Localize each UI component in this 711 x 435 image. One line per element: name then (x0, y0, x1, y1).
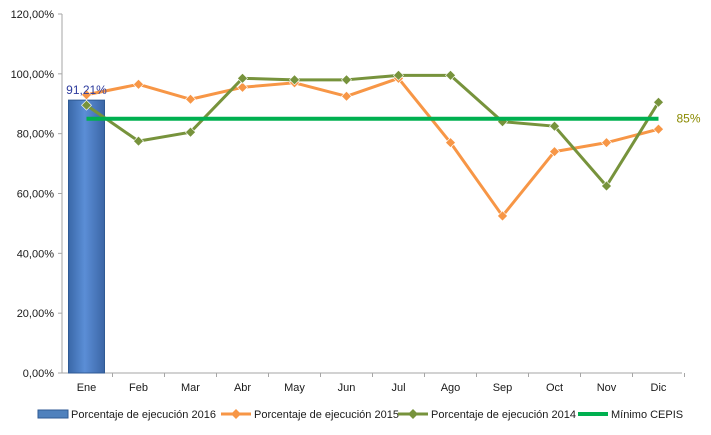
point-nov (601, 137, 612, 149)
point-feb (133, 78, 144, 90)
x-tick-label: Nov (597, 382, 617, 394)
point-jun (341, 74, 352, 86)
legend-label: Porcentaje de ejecución 2016 (71, 409, 216, 421)
x-tick-label: May (284, 382, 305, 394)
point-jun (341, 90, 352, 102)
bar-ene (68, 99, 105, 374)
point-abr (237, 81, 248, 93)
data-label: 91,21% (66, 83, 107, 97)
series-porcentaje-de-ejecucion-2014 (81, 69, 664, 192)
y-tick-label: 0,00% (23, 368, 54, 380)
point-feb (133, 135, 144, 147)
legend-swatch-marker (231, 409, 241, 419)
point-mar (185, 126, 196, 138)
point-ago (445, 137, 456, 149)
point-mar (185, 93, 196, 105)
y-tick-label: 60,00% (17, 189, 55, 201)
series-porcentaje-de-ejecucion-2015 (81, 72, 664, 222)
point-abr (237, 72, 248, 84)
point-ene (81, 89, 92, 101)
x-tick-label: Ago (441, 382, 461, 394)
legend-label: Porcentaje de ejecución 2014 (431, 409, 576, 421)
y-tick-label: 40,00% (17, 248, 55, 260)
x-tick-label: Dic (651, 382, 667, 394)
x-tick-label: Jun (338, 382, 356, 394)
legend-label: Porcentaje de ejecución 2015 (254, 409, 399, 421)
series-line (85, 73, 660, 188)
point-jul (393, 69, 404, 81)
point-sep (497, 210, 508, 222)
x-tick-label: Oct (546, 382, 563, 394)
point-ene (81, 99, 92, 111)
x-tick-label: Sep (493, 382, 513, 394)
x-tick-label: Jul (391, 382, 405, 394)
legend-swatch-bar (37, 409, 69, 419)
point-nov (601, 180, 612, 192)
data-label: 85% (677, 112, 701, 126)
x-tick-label: Mar (181, 382, 200, 394)
point-may (289, 74, 300, 86)
point-dic (653, 123, 664, 135)
y-tick-label: 100,00% (11, 69, 55, 81)
point-dic (653, 96, 664, 108)
x-tick-label: Abr (234, 382, 251, 394)
point-oct (549, 146, 560, 158)
legend-swatch-marker (408, 409, 418, 419)
legend: Porcentaje de ejecución 2016 Porcentaje d… (37, 409, 683, 421)
series-line (86, 76, 659, 218)
point-ago (445, 69, 456, 81)
x-tick-label: Feb (129, 382, 148, 394)
legend-label: Mínimo CEPIS (611, 409, 683, 421)
y-tick-label: 120,00% (11, 9, 55, 21)
y-tick-label: 20,00% (17, 308, 55, 320)
y-tick-label: 80,00% (17, 129, 55, 141)
x-tick-label: Ene (77, 382, 97, 394)
point-oct (549, 120, 560, 132)
